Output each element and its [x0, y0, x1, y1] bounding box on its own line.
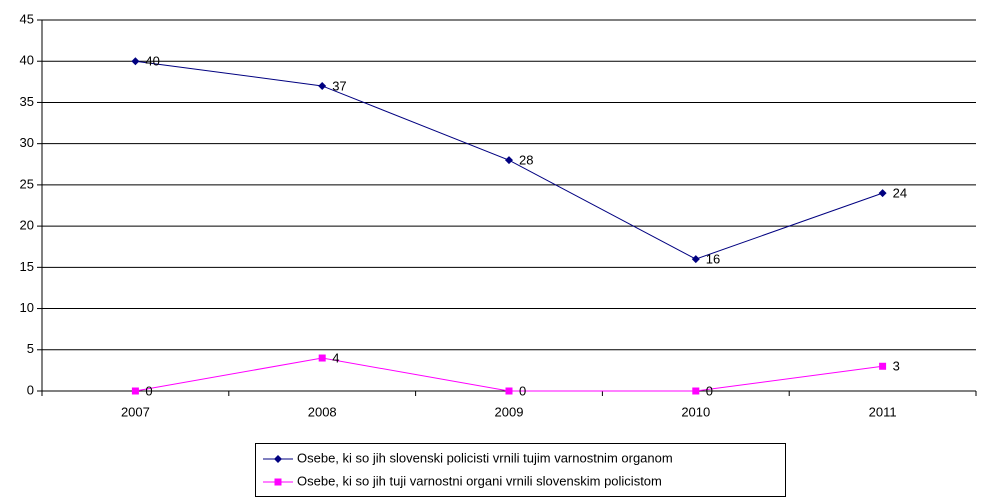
- data-point: [692, 387, 700, 395]
- data-label: 16: [706, 252, 720, 267]
- y-tick-label: 10: [20, 300, 34, 315]
- y-tick-label: 15: [20, 259, 34, 274]
- data-label: 0: [145, 383, 152, 398]
- data-point: [505, 387, 513, 395]
- data-point: [879, 362, 887, 370]
- y-tick-label: 35: [20, 94, 34, 109]
- legend-marker: [274, 478, 282, 486]
- legend-label: Osebe, ki so jih slovenski policisti vrn…: [297, 450, 673, 465]
- y-tick-label: 20: [20, 218, 34, 233]
- data-label: 24: [893, 186, 907, 201]
- x-tick-label: 2007: [121, 404, 150, 419]
- data-point: [878, 189, 887, 198]
- y-tick-label: 40: [20, 53, 34, 68]
- y-tick-label: 45: [20, 11, 34, 26]
- data-label: 0: [706, 383, 713, 398]
- data-label: 40: [145, 54, 159, 69]
- x-tick-label: 2011: [869, 404, 897, 419]
- data-point: [505, 156, 513, 165]
- x-tick-label: 2010: [681, 404, 710, 419]
- y-tick-label: 25: [20, 176, 34, 191]
- data-label: 28: [519, 153, 533, 168]
- x-tick-label: 2008: [308, 404, 337, 419]
- legend-box: [255, 443, 786, 497]
- y-tick-label: 5: [27, 341, 34, 356]
- legend-label: Osebe, ki so jih tuji varnostni organi v…: [297, 473, 662, 488]
- legend-marker: [274, 455, 282, 463]
- data-label: 4: [332, 350, 339, 365]
- data-point: [318, 354, 326, 362]
- data-label: 37: [332, 78, 346, 93]
- y-tick-label: 0: [27, 382, 34, 397]
- data-point: [691, 255, 700, 264]
- data-point: [131, 387, 139, 395]
- data-label: 3: [893, 359, 900, 374]
- series-line: [135, 357, 883, 392]
- y-tick-label: 30: [20, 135, 34, 150]
- data-label: 0: [519, 383, 526, 398]
- x-tick-label: 2009: [495, 404, 524, 419]
- data-point: [318, 81, 327, 90]
- data-point: [131, 57, 140, 66]
